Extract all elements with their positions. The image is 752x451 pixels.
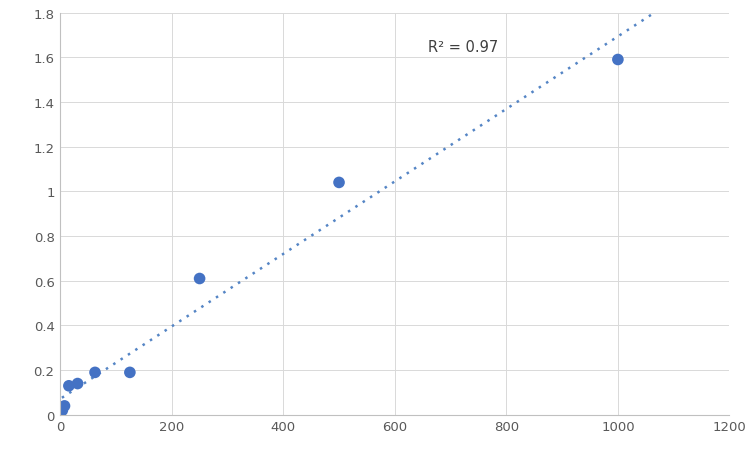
Point (63, 382, 75, 390)
Point (56, 407, 68, 414)
Point (124, 369, 136, 376)
Point (333, 179, 345, 187)
Text: R² = 0.97: R² = 0.97 (429, 40, 499, 55)
Point (59, 402, 71, 410)
Point (71, 380, 83, 387)
Point (54, 411, 66, 419)
Point (612, 57, 624, 64)
Point (193, 275, 205, 282)
Point (89, 369, 101, 376)
